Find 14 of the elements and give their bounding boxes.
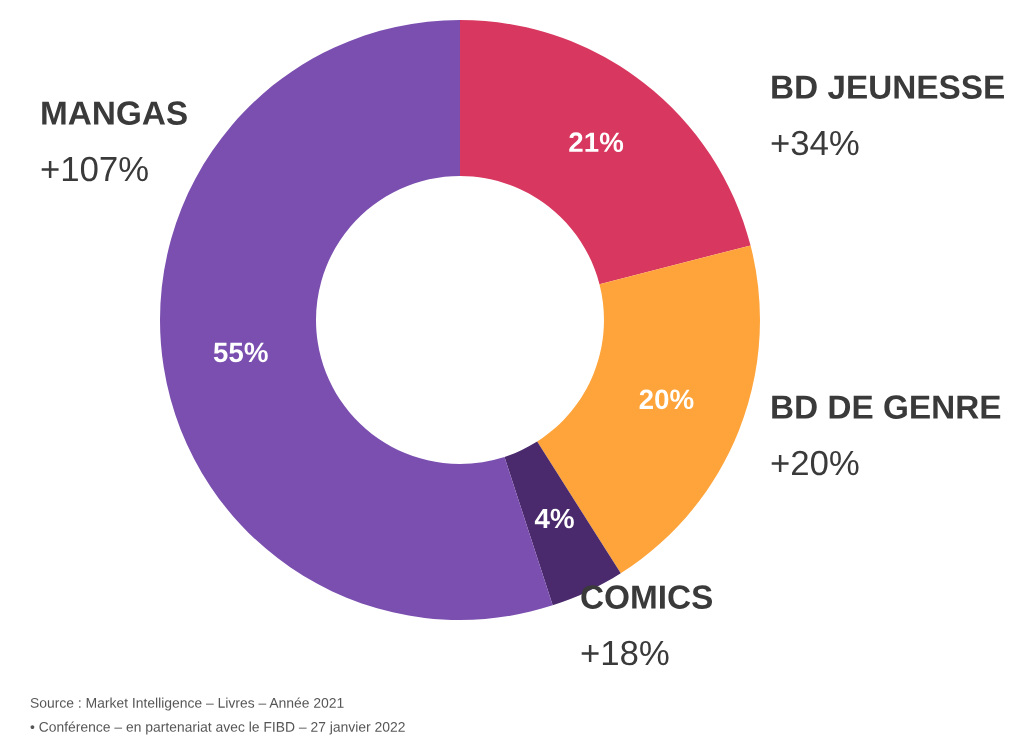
text: +18% (581, 640, 669, 666)
donut-slice (537, 245, 760, 574)
data-label: 4% (534, 508, 574, 529)
text: +34% (771, 130, 859, 156)
text: +20% (771, 450, 859, 476)
donut-slice (460, 20, 751, 285)
slice-label: BD DE GENRE (772, 395, 1001, 419)
data-label: 55% (213, 342, 268, 363)
text: +107% (41, 156, 148, 182)
slice-label: MANGAS (42, 101, 187, 125)
slice-label: COMICS (581, 585, 713, 609)
slice-label: BD JEUNESSE (772, 75, 1004, 99)
data-label: 20% (639, 389, 694, 410)
data-label: 21% (569, 132, 624, 152)
